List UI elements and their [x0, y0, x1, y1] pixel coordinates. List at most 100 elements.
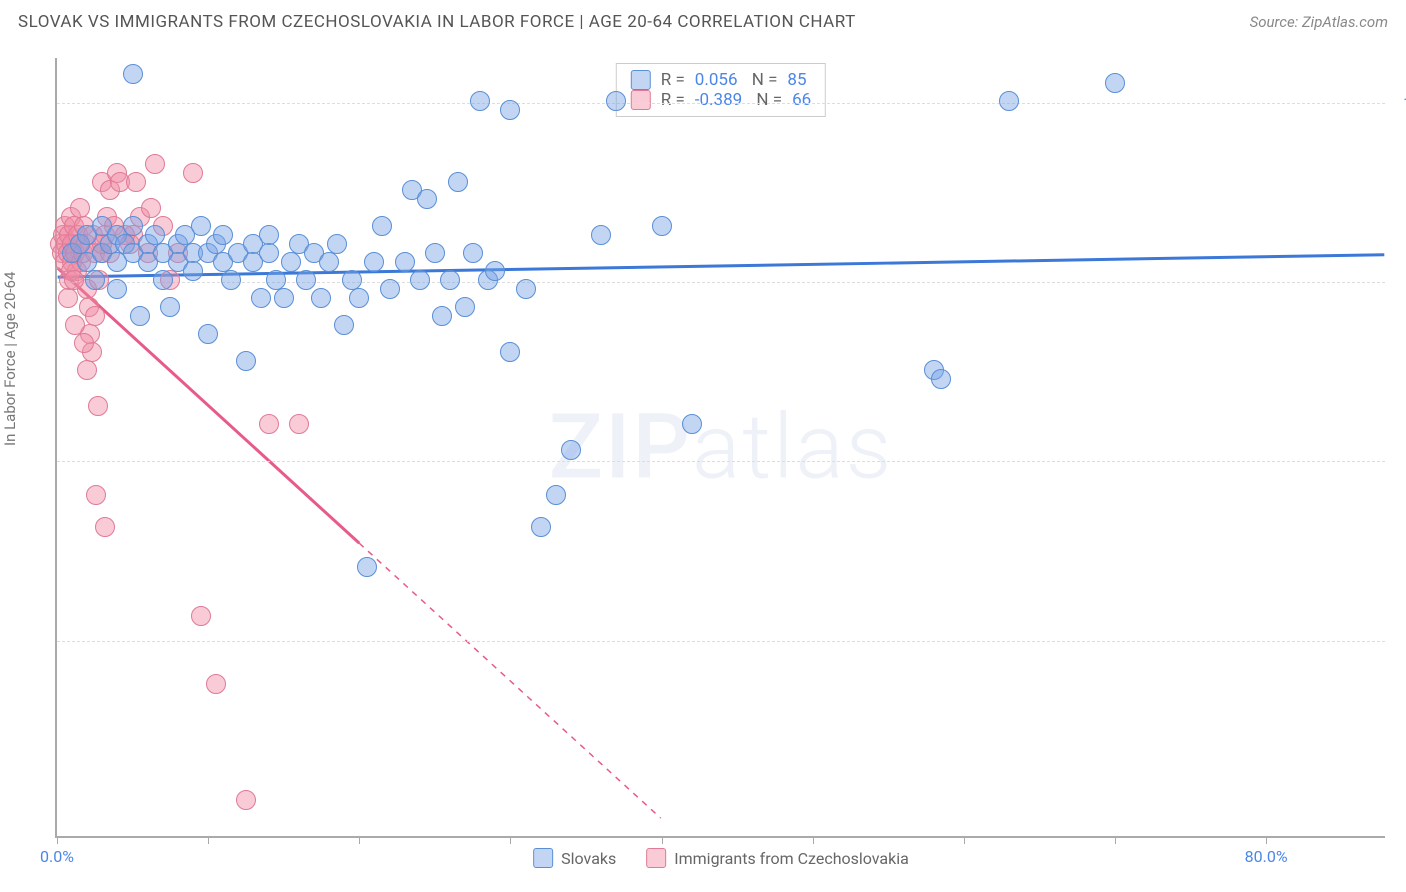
y-tick-label: 40.0% [1395, 631, 1406, 650]
scatter-point [130, 306, 150, 326]
scatter-point [334, 315, 354, 335]
x-tick-label: 80.0% [1245, 847, 1288, 866]
scatter-point [77, 360, 97, 380]
chart-title: SLOVAK VS IMMIGRANTS FROM CZECHOSLOVAKIA… [18, 12, 856, 32]
scatter-point [145, 154, 165, 174]
scatter-point [500, 100, 520, 120]
scatter-point [58, 288, 78, 308]
scatter-point [206, 674, 226, 694]
scatter-point [531, 517, 551, 537]
legend-item-slovaks: Slovaks [533, 848, 616, 868]
scatter-point [86, 485, 106, 505]
legend-label: Slovaks [561, 849, 616, 868]
gridline [57, 103, 1385, 104]
scatter-point [70, 198, 90, 218]
scatter-point [123, 216, 143, 236]
scatter-point [74, 333, 94, 353]
y-tick-label: 60.0% [1395, 452, 1406, 471]
swatch-slovaks [631, 70, 651, 90]
scatter-point [289, 414, 309, 434]
scatter-point [221, 270, 241, 290]
header: SLOVAK VS IMMIGRANTS FROM CZECHOSLOVAKIA… [18, 12, 1388, 32]
scatter-point [296, 270, 316, 290]
swatch-immigrants [646, 848, 666, 868]
scatter-point [64, 270, 84, 290]
y-tick-label: 80.0% [1395, 273, 1406, 292]
stats-r-value: -0.389 [695, 90, 742, 110]
scatter-point [236, 790, 256, 810]
scatter-point [500, 342, 520, 362]
scatter-point [448, 172, 468, 192]
gridline [57, 461, 1385, 462]
x-tick-label: 0.0% [40, 847, 74, 866]
legend-item-immigrants: Immigrants from Czechoslovakia [646, 848, 909, 868]
scatter-point [516, 279, 536, 299]
x-tick [57, 836, 58, 844]
scatter-point [88, 396, 108, 416]
y-axis-label: In Labor Force | Age 20-64 [1, 272, 19, 446]
scatter-point [380, 279, 400, 299]
scatter-point [463, 243, 483, 263]
scatter-point [123, 64, 143, 84]
stats-n-value: 85 [787, 70, 806, 90]
scatter-point [417, 189, 437, 209]
stats-n-value: 66 [792, 90, 811, 110]
watermark: ZIPatlas [549, 395, 894, 500]
x-tick [208, 836, 209, 844]
scatter-point [251, 288, 271, 308]
scatter-point [85, 306, 105, 326]
x-tick [813, 836, 814, 844]
scatter-point [470, 91, 490, 111]
scatter-point [85, 270, 105, 290]
scatter-point [183, 261, 203, 281]
scatter-point [126, 172, 146, 192]
scatter-point [274, 288, 294, 308]
x-tick [359, 836, 360, 844]
x-tick [662, 836, 663, 844]
gridline [57, 641, 1385, 642]
scatter-point [652, 216, 672, 236]
stats-r-label: R = [661, 90, 685, 110]
scatter-point [213, 225, 233, 245]
swatch-slovaks [533, 848, 553, 868]
scatter-point [606, 91, 626, 111]
swatch-immigrants [631, 90, 651, 110]
legend-label: Immigrants from Czechoslovakia [674, 849, 909, 868]
scatter-point [357, 557, 377, 577]
scatter-point [259, 414, 279, 434]
chart-source: Source: ZipAtlas.com [1250, 13, 1388, 31]
scatter-point [191, 606, 211, 626]
scatter-point [191, 216, 211, 236]
scatter-point [395, 252, 415, 272]
x-tick [964, 836, 965, 844]
stats-row-slovaks: R = 0.056 N = 85 [631, 70, 811, 90]
stats-n-label: N = [748, 70, 778, 90]
scatter-point [183, 163, 203, 183]
scatter-point [319, 252, 339, 272]
scatter-point [259, 243, 279, 263]
scatter-point [440, 270, 460, 290]
scatter-point [95, 517, 115, 537]
scatter-point [311, 288, 331, 308]
x-tick [1115, 836, 1116, 844]
scatter-point [160, 297, 180, 317]
scatter-point [1105, 73, 1125, 93]
scatter-point [198, 324, 218, 344]
scatter-point [591, 225, 611, 245]
stats-r-label: R = [661, 70, 685, 90]
scatter-point [546, 485, 566, 505]
scatter-point [455, 297, 475, 317]
scatter-plot: ZIPatlas R = 0.056 N = 85 R = -0.389 N =… [55, 58, 1385, 838]
scatter-point [682, 414, 702, 434]
scatter-point [425, 243, 445, 263]
scatter-point [153, 270, 173, 290]
scatter-point [107, 279, 127, 299]
scatter-point [327, 234, 347, 254]
x-tick [510, 836, 511, 844]
scatter-point [141, 198, 161, 218]
scatter-point [281, 252, 301, 272]
y-tick-label: 100.0% [1395, 93, 1406, 112]
stats-row-immigrants: R = -0.389 N = 66 [631, 90, 811, 110]
scatter-point [432, 306, 452, 326]
scatter-point [349, 288, 369, 308]
